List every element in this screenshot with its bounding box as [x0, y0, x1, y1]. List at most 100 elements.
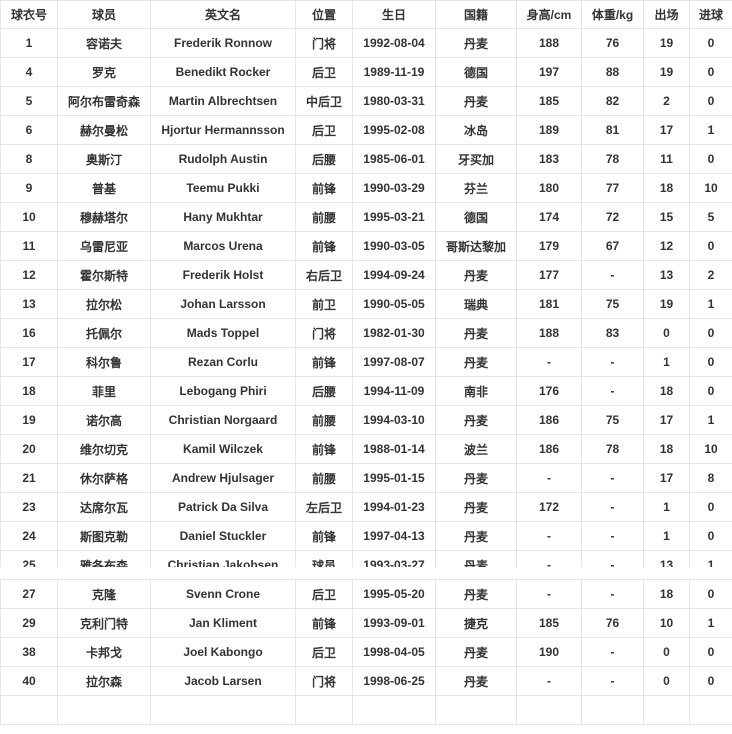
table-cell: 右后卫: [295, 260, 353, 290]
table-cell: 8: [689, 463, 732, 493]
table-row: 29 克利门特 Jan Kliment 前锋 1993-09-01 捷克 185 76 10 1: [0, 608, 732, 638]
table-cell: -: [581, 492, 644, 522]
table-cell: 177: [516, 260, 582, 290]
table-cell: 8: [0, 144, 58, 174]
table-cell: 0: [643, 318, 690, 348]
table-cell: 78: [581, 144, 644, 174]
table-cell: 菲里: [57, 376, 151, 406]
table-cell: Martin Albrechtsen: [150, 86, 296, 116]
table-cell: 25: [0, 550, 58, 567]
table-row: 38 卡邦戈 Joel Kabongo 后卫 1998-04-05 丹麦 190-0 0: [0, 637, 732, 667]
table-cell: 丹麦: [435, 666, 517, 696]
table-cell: 卡邦戈: [57, 637, 151, 667]
table-cell: 奥斯汀: [57, 144, 151, 174]
empty-row: [0, 695, 732, 725]
table-cell: 1998-04-05: [352, 637, 436, 667]
table-cell: 11: [0, 231, 58, 261]
table-cell: -: [581, 376, 644, 406]
table-cell: 维尔切克: [57, 434, 151, 464]
table-cell: 81: [581, 115, 644, 145]
header-cell: 出场: [643, 0, 690, 29]
table-cell: 0: [689, 86, 732, 116]
table-cell: Hany Mukhtar: [150, 202, 296, 232]
table-cell: 10: [0, 202, 58, 232]
table-cell: 1995-03-21: [352, 202, 436, 232]
table-cell: 0: [643, 666, 690, 696]
table-cell: 前锋: [295, 608, 353, 638]
table-cell: 0: [643, 637, 690, 667]
table-cell: 1: [643, 492, 690, 522]
table-cell: 10: [689, 434, 732, 464]
table-cell: 斯图克勒: [57, 521, 151, 551]
table-cell: -: [581, 521, 644, 551]
table-cell: 174: [516, 202, 582, 232]
empty-cell: [516, 695, 582, 725]
table-cell: 10: [689, 173, 732, 203]
table-cell: 185: [516, 86, 582, 116]
table-cell: 丹麦: [435, 463, 517, 493]
table-cell: 186: [516, 405, 582, 435]
table-cell: 19: [643, 57, 690, 87]
table-cell: 1995-02-08: [352, 115, 436, 145]
table-cell: 前锋: [295, 231, 353, 261]
table-cell: 托佩尔: [57, 318, 151, 348]
table-cell: 19: [0, 405, 58, 435]
table-cell: 0: [689, 144, 732, 174]
table-cell: 1: [0, 28, 58, 58]
table-cell: 75: [581, 289, 644, 319]
table-cell: 1990-05-05: [352, 289, 436, 319]
table-cell: 76: [581, 28, 644, 58]
table-cell: 前腰: [295, 405, 353, 435]
table-cell: 1994-11-09: [352, 376, 436, 406]
table-cell: 前锋: [295, 173, 353, 203]
table-row: 24 斯图克勒 Daniel Stuckler 前锋 1997-04-13 丹麦 - -1 0: [0, 521, 732, 551]
header-cell: 国籍: [435, 0, 517, 29]
table-cell: Patrick Da Silva: [150, 492, 296, 522]
table-cell: 丹麦: [435, 28, 517, 58]
table-cell: Johan Larsson: [150, 289, 296, 319]
table-cell: 29: [0, 608, 58, 638]
empty-cell: [57, 695, 151, 725]
table-cell: 0: [689, 28, 732, 58]
table-cell: 雅各布森: [57, 550, 151, 567]
table-cell: 后卫: [295, 115, 353, 145]
table-cell: 189: [516, 115, 582, 145]
table-cell: 17: [643, 405, 690, 435]
table-cell: 赫尔曼松: [57, 115, 151, 145]
table-cell: 丹麦: [435, 318, 517, 348]
empty-cell: [435, 695, 517, 725]
table-cell: 11: [643, 144, 690, 174]
table-cell: 6: [0, 115, 58, 145]
table-cell: 丹麦: [435, 405, 517, 435]
table-cell: 0: [689, 318, 732, 348]
table-cell: 5: [689, 202, 732, 232]
table-cell: 188: [516, 318, 582, 348]
table-cell: 1985-06-01: [352, 144, 436, 174]
table-cell: Frederik Holst: [150, 260, 296, 290]
table-row: 19 诺尔高 Christian Norgaard 前腰 1994-03-10 丹麦 186…: [0, 405, 732, 435]
table-cell: 拉尔森: [57, 666, 151, 696]
header-row: 球衣号 球员 英文名 位置 生日 国籍 身高/cm 体重/kg 出场 进球: [0, 0, 732, 29]
table-row: 20 维尔切克 Kamil Wilczek 前锋 1988-01-14 波兰 186 78 18…: [0, 434, 732, 464]
table-cell: 13: [0, 289, 58, 319]
table-cell: 67: [581, 231, 644, 261]
table-cell: 183: [516, 144, 582, 174]
table-cell: 门将: [295, 666, 353, 696]
table-cell: 中后卫: [295, 86, 353, 116]
table-cell: 德国: [435, 57, 517, 87]
table-row: 8 奥斯汀 Rudolph Austin 后腰 1985-06-01 牙买加 183 78 11…: [0, 144, 732, 174]
table-cell: 20: [0, 434, 58, 464]
table-cell: 0: [689, 57, 732, 87]
table-cell: 1: [689, 550, 732, 567]
table-row: 21 休尔萨格 Andrew Hjulsager 前腰 1995-01-15 丹麦 - -17…: [0, 463, 732, 493]
table-cell: Rudolph Austin: [150, 144, 296, 174]
table-cell: 左后卫: [295, 492, 353, 522]
table-cell: 19: [643, 28, 690, 58]
table-cell: 阿尔布雷奇森: [57, 86, 151, 116]
table-cell: 9: [0, 173, 58, 203]
table-cell: 188: [516, 28, 582, 58]
table-cell: 17: [0, 347, 58, 377]
table-cell: 0: [689, 666, 732, 696]
table-row: 25 雅各布森 Christian Jakobsen 球员 1993-03-27 丹麦 - -…: [0, 550, 732, 567]
